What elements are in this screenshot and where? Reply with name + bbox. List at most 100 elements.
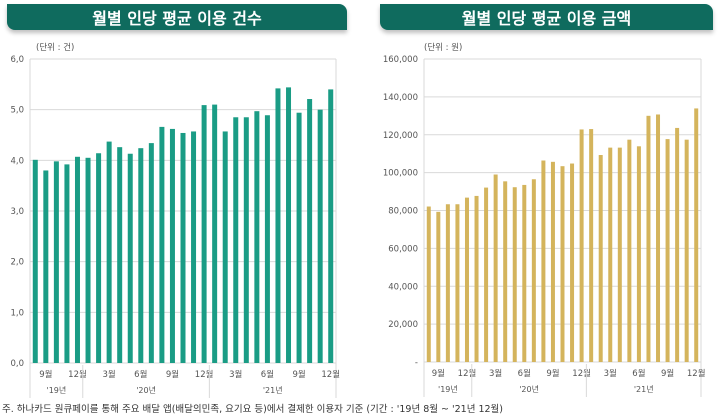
- x-month-label-amount: 9월: [661, 368, 674, 379]
- y-tick-label-amount: 100,000: [383, 169, 418, 179]
- bar-amount-2020-10: [560, 166, 565, 362]
- y-tick-label-amount: 140,000: [383, 93, 418, 103]
- bar-count-2020-11: [191, 131, 197, 363]
- bar-count-2019-09: [43, 170, 49, 363]
- bar-amount-2021-04: [617, 147, 622, 362]
- x-year-label-count: '20년: [136, 385, 156, 395]
- y-tick-label-count: 6,0: [10, 55, 24, 65]
- bar-count-2020-12: [201, 105, 207, 364]
- bar-count-2021-08: [286, 87, 292, 363]
- bar-count-2020-05: [127, 153, 133, 363]
- x-year-label-amount: '19년: [438, 384, 458, 394]
- y-tick-label-count: 3,0: [10, 207, 24, 217]
- x-month-label-count: 12월: [195, 369, 214, 380]
- bar-amount-2021-07: [646, 115, 651, 362]
- x-month-label-amount: 6월: [518, 368, 531, 379]
- bar-count-2020-04: [117, 147, 123, 363]
- bar-amount-2020-08: [541, 160, 546, 362]
- bar-count-2021-10: [307, 99, 313, 363]
- bar-amount-2019-08: [426, 206, 431, 362]
- y-tick-label-count: 1,0: [10, 308, 24, 318]
- bar-amount-2020-09: [550, 161, 555, 362]
- bar-amount-2021-06: [636, 146, 641, 362]
- x-year-label-count: '19년: [47, 385, 67, 395]
- bar-count-2021-01: [212, 104, 218, 363]
- bar-count-2021-03: [233, 117, 239, 364]
- x-month-label-count: 12월: [68, 369, 87, 380]
- y-tick-label-amount: 80,000: [388, 207, 418, 217]
- bar-amount-2021-02: [598, 155, 603, 362]
- bar-amount-2021-08: [656, 114, 661, 362]
- x-month-label-count: 9월: [292, 369, 305, 380]
- bar-count-2019-08: [32, 159, 38, 363]
- footnote: 주. 하나카드 원큐페이를 통해 주요 배달 앱(배달의민족, 요기요 등)에서…: [2, 404, 503, 415]
- bar-count-2020-03: [106, 141, 112, 363]
- unit-label-amount: (단위 : 원): [424, 42, 462, 53]
- bar-amount-2020-04: [503, 181, 508, 362]
- y-tick-label-amount: 60,000: [388, 244, 418, 254]
- bar-amount-2020-07: [531, 179, 536, 362]
- bar-count-2020-08: [159, 126, 165, 363]
- bar-amount-2021-10: [675, 127, 680, 363]
- x-year-label-count: '21년: [263, 385, 283, 395]
- y-tick-label-count: 4,0: [10, 156, 24, 166]
- x-month-label-amount: 3월: [604, 368, 617, 379]
- y-tick-label-amount: 120,000: [383, 131, 418, 141]
- x-month-label-amount: 12월: [687, 368, 706, 379]
- bar-count-2020-10: [180, 132, 186, 363]
- bar-amount-2021-11: [684, 139, 689, 362]
- x-month-label-count: 12월: [321, 369, 340, 380]
- x-month-label-count: 9월: [166, 369, 179, 380]
- bar-amount-2021-01: [589, 129, 594, 362]
- bar-amount-2019-11: [455, 204, 460, 362]
- bar-count-2020-01: [85, 157, 91, 363]
- y-tick-label-count: 2,0: [10, 258, 24, 268]
- y-tick-label-amount: -: [415, 358, 418, 368]
- bar-amount-2021-12: [694, 108, 699, 362]
- bar-count-2019-11: [64, 164, 70, 363]
- bar-count-2021-02: [222, 131, 228, 363]
- bar-amount-2019-10: [445, 204, 450, 362]
- y-tick-label-amount: 40,000: [388, 282, 418, 292]
- y-tick-label-amount: 160,000: [383, 55, 418, 65]
- bar-count-2021-09: [296, 112, 302, 363]
- bar-amount-2020-03: [493, 174, 498, 362]
- bar-count-2020-02: [96, 153, 102, 363]
- bar-amount-2019-12: [464, 197, 469, 362]
- bar-amount-2020-12: [579, 129, 584, 362]
- bar-count-2021-06: [264, 115, 270, 364]
- bar-count-2020-07: [148, 143, 154, 363]
- bar-count-2021-07: [275, 88, 281, 364]
- bar-count-2019-12: [74, 156, 80, 363]
- bar-count-2020-09: [169, 128, 175, 363]
- bar-amount-2019-09: [436, 211, 441, 362]
- bar-count-2021-12: [328, 89, 334, 364]
- y-tick-label-amount: 20,000: [388, 320, 418, 330]
- bar-amount-2021-09: [665, 139, 670, 362]
- x-year-label-amount: '20년: [519, 384, 539, 394]
- chart-title-count: 월별 인당 평균 이용 건수: [7, 4, 347, 30]
- bar-count-2021-04: [243, 117, 249, 364]
- x-month-label-amount: 9월: [546, 368, 559, 379]
- bar-count-2019-10: [53, 161, 59, 363]
- x-month-label-amount: 12월: [458, 368, 477, 379]
- bar-amount-2021-05: [627, 139, 632, 362]
- bar-amount-2020-11: [570, 163, 575, 362]
- unit-label-count: (단위 : 건): [36, 42, 74, 53]
- chart-title-amount: 월별 인당 평균 이용 금액: [380, 4, 713, 30]
- x-month-label-count: 6월: [134, 369, 147, 380]
- x-month-label-count: 9월: [39, 369, 52, 380]
- x-year-label-amount: '21년: [634, 384, 654, 394]
- bar-amount-2020-06: [522, 184, 527, 362]
- x-month-label-amount: 6월: [632, 368, 645, 379]
- bar-amount-2021-03: [608, 147, 613, 362]
- x-month-label-count: 3월: [103, 369, 116, 380]
- bar-amount-2020-05: [512, 187, 517, 362]
- x-month-label-amount: 12월: [572, 368, 591, 379]
- y-tick-label-count: 5,0: [10, 106, 24, 116]
- bar-amount-2020-01: [474, 195, 479, 362]
- bar-amount-2020-02: [484, 187, 489, 362]
- x-month-label-count: 3월: [229, 369, 242, 380]
- y-tick-label-count: 0,0: [10, 359, 24, 369]
- x-month-label-amount: 3월: [489, 368, 502, 379]
